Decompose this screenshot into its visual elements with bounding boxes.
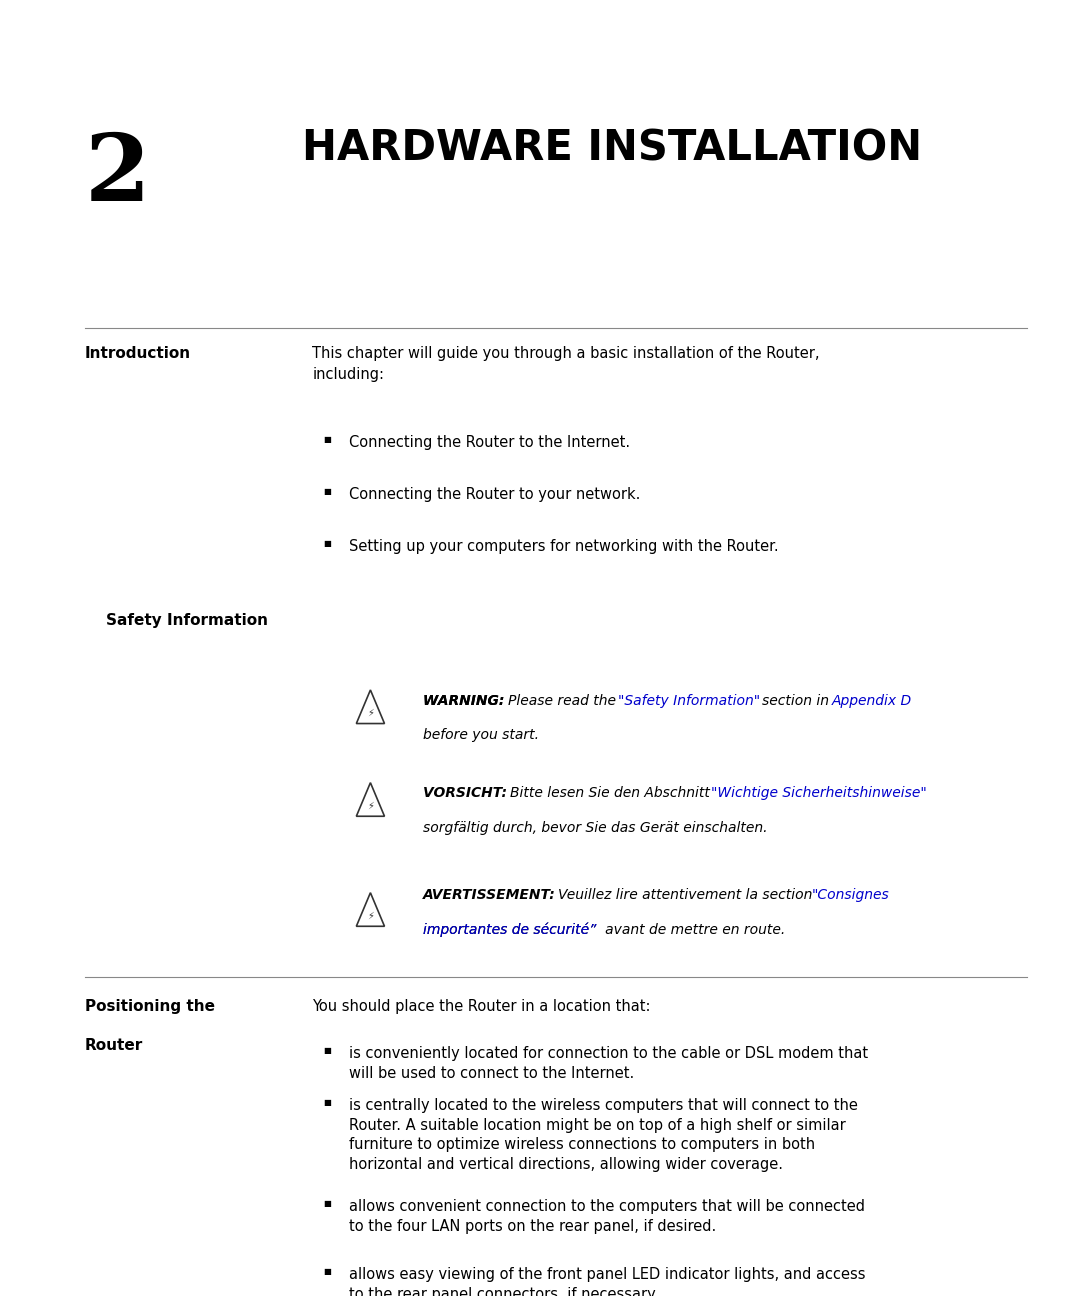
Text: Bitte lesen Sie den Abschnitt: Bitte lesen Sie den Abschnitt <box>511 787 715 800</box>
Text: VORSICHT:: VORSICHT: <box>423 787 512 800</box>
Text: Connecting the Router to the Internet.: Connecting the Router to the Internet. <box>349 435 631 450</box>
Text: importantes de sécurité”  avant de mettre en route.: importantes de sécurité” avant de mettre… <box>423 923 785 937</box>
Text: section in: section in <box>761 693 833 708</box>
Text: HARDWARE INSTALLATION: HARDWARE INSTALLATION <box>301 127 921 170</box>
Text: This chapter will guide you through a basic installation of the Router,
includin: This chapter will guide you through a ba… <box>312 346 820 382</box>
Text: is conveniently located for connection to the cable or DSL modem that
will be us: is conveniently located for connection t… <box>349 1046 868 1081</box>
Text: Connecting the Router to your network.: Connecting the Router to your network. <box>349 487 640 502</box>
Text: ■: ■ <box>323 1199 330 1208</box>
Text: Introduction: Introduction <box>84 346 191 362</box>
Text: Veuillez lire attentivement la section: Veuillez lire attentivement la section <box>558 888 816 902</box>
Text: "Safety Information": "Safety Information" <box>618 693 765 708</box>
Text: ■: ■ <box>323 539 330 548</box>
Text: WARNING:: WARNING: <box>423 693 510 708</box>
Text: Router: Router <box>84 1038 143 1054</box>
Text: ⚡: ⚡ <box>367 708 374 718</box>
Text: Positioning the: Positioning the <box>84 999 215 1013</box>
Text: ■: ■ <box>323 487 330 496</box>
Text: before you start.: before you start. <box>423 728 539 743</box>
Text: Safety Information: Safety Information <box>106 613 268 629</box>
Text: ■: ■ <box>323 1046 330 1055</box>
Text: AVERTISSEMENT:: AVERTISSEMENT: <box>423 888 561 902</box>
Text: Setting up your computers for networking with the Router.: Setting up your computers for networking… <box>349 539 779 553</box>
Text: 2: 2 <box>84 130 150 220</box>
Text: Appendix D: Appendix D <box>832 693 912 708</box>
Text: "Consignes: "Consignes <box>812 888 890 902</box>
Text: ⚡: ⚡ <box>367 911 374 921</box>
Text: Please read the: Please read the <box>508 693 620 708</box>
Text: allows convenient connection to the computers that will be connected
to the four: allows convenient connection to the comp… <box>349 1199 865 1234</box>
Text: sorgfältig durch, bevor Sie das Gerät einschalten.: sorgfältig durch, bevor Sie das Gerät ei… <box>423 820 768 835</box>
Text: ⚡: ⚡ <box>367 801 374 811</box>
Text: ■: ■ <box>323 1098 330 1107</box>
Text: allows easy viewing of the front panel LED indicator lights, and access
to the r: allows easy viewing of the front panel L… <box>349 1267 866 1296</box>
Text: You should place the Router in a location that:: You should place the Router in a locatio… <box>312 999 651 1013</box>
Text: importantes de sécurité”: importantes de sécurité” <box>423 923 597 937</box>
Text: is centrally located to the wireless computers that will connect to the
Router. : is centrally located to the wireless com… <box>349 1098 859 1172</box>
Text: ■: ■ <box>323 435 330 445</box>
Text: WARNING:: WARNING: <box>423 693 510 708</box>
Text: ■: ■ <box>323 1267 330 1277</box>
Text: "Wichtige Sicherheitshinweise": "Wichtige Sicherheitshinweise" <box>711 787 927 800</box>
